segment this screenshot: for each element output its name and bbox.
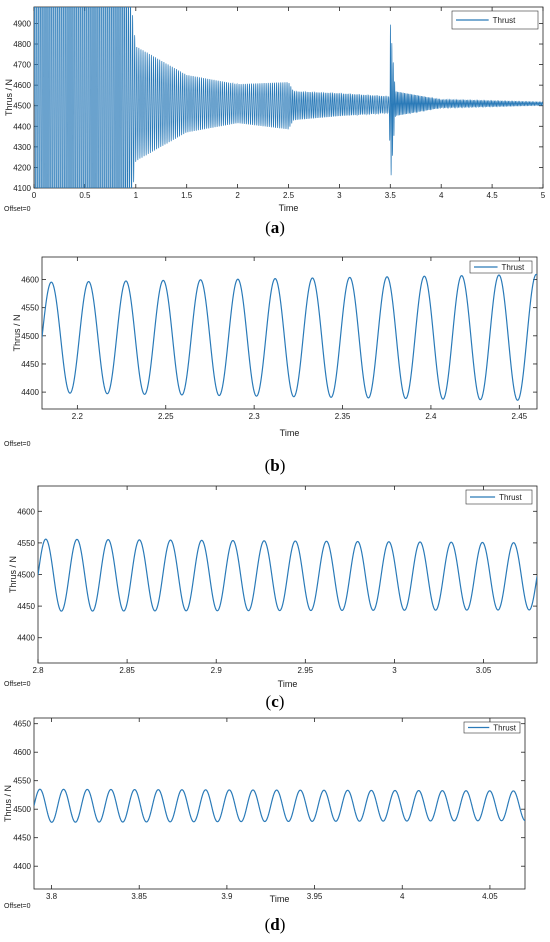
y-tick-label: 4600 [17, 507, 35, 516]
caption-c: (c) [265, 692, 285, 711]
legend-label: Thrust [502, 263, 525, 272]
y-tick-label: 4100 [13, 184, 31, 193]
x-axis-label: Time [279, 203, 299, 213]
x-tick-label: 2.8 [32, 666, 44, 675]
series-line-thrust [34, 7, 543, 188]
y-tick-label: 4800 [13, 40, 31, 49]
y-axis-label: Thrus / N [12, 314, 22, 351]
chart-panel-c: 2.8 2.85 2.9 2.95 3 3.05 4400 4450 4500 4550 4600 T… [0, 482, 550, 692]
y-tick-label: 4300 [13, 143, 31, 152]
y-tick-label: 4550 [21, 304, 39, 313]
legend-box [469, 260, 533, 274]
offset-label: Offset=0 [4, 441, 31, 448]
chart-b: 2.2 2.25 2.3 2.35 2.4 2.45 4400 4450 4500 4550 460… [4, 256, 538, 448]
plot-frame [41, 256, 538, 410]
y-tick-label: 4550 [17, 539, 35, 548]
y-axis-label: Thrus / N [3, 785, 13, 822]
y-tick-label: 4450 [13, 834, 31, 843]
x-tick-label: 2.25 [158, 412, 174, 421]
x-tick-label: 0 [32, 191, 37, 200]
x-tick-label: 3.9 [221, 892, 233, 901]
chart-panel-a: 0 0.5 1 1.5 2 2.5 3 3.5 4 4.5 5 4100 4200 4300 4400 450… [0, 0, 550, 218]
y-tick-label: 4500 [13, 805, 31, 814]
y-tick-label: 4400 [17, 634, 35, 643]
x-tick-label: 1.5 [181, 191, 193, 200]
y-tick-label: 4650 [13, 720, 31, 729]
offset-label: Offset=0 [4, 681, 31, 688]
x-axis-label: Time [270, 894, 290, 904]
x-tick-label: 2.85 [119, 666, 135, 675]
y-tick-label: 4500 [13, 102, 31, 111]
y-tick-label: 4900 [13, 19, 31, 28]
y-tick-label: 4400 [13, 862, 31, 871]
x-tick-label: 5 [541, 191, 546, 200]
offset-label: Offset=0 [4, 206, 31, 213]
y-axis-label: Thrus / N [4, 79, 14, 116]
x-tick-label: 2.45 [512, 412, 528, 421]
x-tick-label: 4 [439, 191, 444, 200]
y-tick-label: 4400 [21, 388, 39, 397]
x-tick-label: 2.9 [211, 666, 223, 675]
legend-label: Thrust [493, 16, 516, 25]
y-tick-label: 4500 [17, 571, 35, 580]
x-tick-label: 4.5 [487, 191, 499, 200]
caption-d: (d) [264, 915, 286, 934]
x-tick-label: 4.05 [482, 892, 498, 901]
caption-b: (b) [264, 456, 286, 475]
y-tick-label: 4450 [21, 360, 39, 369]
x-tick-label: 3.95 [307, 892, 323, 901]
y-tick-label: 4500 [21, 332, 39, 341]
chart-c: 2.8 2.85 2.9 2.95 3 3.05 4400 4450 4500 4550 4600 T… [4, 485, 538, 689]
offset-label: Offset=0 [4, 903, 31, 910]
x-tick-label: 2.95 [298, 666, 314, 675]
series-line-thrust [34, 788, 525, 823]
x-tick-label: 2.5 [283, 191, 295, 200]
y-tick-label: 4600 [13, 748, 31, 757]
plot-frame [33, 717, 526, 890]
legend-label: Thrust [493, 724, 516, 733]
y-tick-label: 4600 [13, 81, 31, 90]
series-line-thrust [42, 273, 537, 401]
y-tick-label: 4700 [13, 61, 31, 70]
y-tick-label: 4400 [13, 122, 31, 131]
x-tick-label: 3.5 [385, 191, 397, 200]
chart-panel-d: 3.8 3.85 3.9 3.95 4 4.05 4400 4450 4500 4550 4600 4… [0, 712, 550, 912]
x-tick-label: 4 [400, 892, 405, 901]
series-line-thrust [38, 538, 537, 612]
x-tick-label: 2.3 [249, 412, 261, 421]
x-tick-label: 2.35 [335, 412, 351, 421]
x-tick-label: 2.4 [425, 412, 437, 421]
legend-label: Thrust [499, 493, 522, 502]
x-tick-label: 0.5 [79, 191, 91, 200]
x-tick-label: 3 [337, 191, 342, 200]
legend-box [465, 489, 533, 505]
x-axis-label: Time [278, 679, 298, 689]
legend-box [451, 10, 539, 30]
legend-box [463, 721, 521, 734]
x-tick-label: 1 [134, 191, 139, 200]
caption-a: (a) [265, 218, 285, 237]
y-tick-label: 4450 [17, 602, 35, 611]
chart-panel-b: 2.2 2.25 2.3 2.35 2.4 2.45 4400 4450 4500 4550 460… [0, 243, 550, 453]
chart-a: 0 0.5 1 1.5 2 2.5 3 3.5 4 4.5 5 4100 4200 4300 4400 450… [4, 6, 546, 213]
x-tick-label: 3.85 [131, 892, 147, 901]
x-tick-label: 2 [235, 191, 240, 200]
chart-d: 3.8 3.85 3.9 3.95 4 4.05 4400 4450 4500 4550 4600 4… [3, 717, 526, 910]
x-tick-label: 3.8 [46, 892, 58, 901]
y-tick-label: 4200 [13, 163, 31, 172]
y-tick-label: 4600 [21, 276, 39, 285]
x-tick-label: 3 [392, 666, 397, 675]
y-tick-label: 4550 [13, 777, 31, 786]
y-axis-label: Thrus / N [8, 556, 18, 593]
x-tick-label: 2.2 [72, 412, 84, 421]
x-tick-label: 3.05 [476, 666, 492, 675]
x-axis-label: Time [280, 428, 300, 438]
